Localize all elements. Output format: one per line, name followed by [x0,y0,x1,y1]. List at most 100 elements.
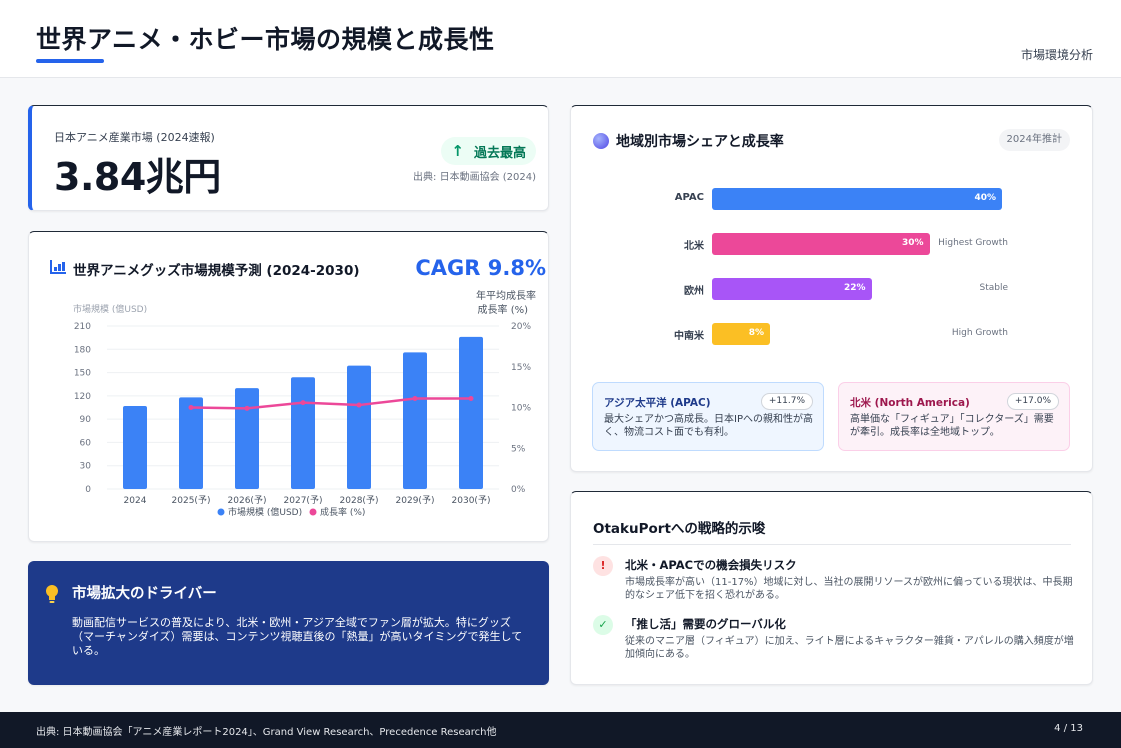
bar [459,336,483,489]
kpi-source: 出典: 日本動画協会 (2024) [413,172,536,183]
north-america-title: 北米 (North America) [850,397,970,409]
globe-icon [593,133,609,149]
y-tick-label-left: 150 [74,369,91,379]
kpi-card: 日本アニメ産業市場 (2024速報) 3.84兆円 ↑ 過去最高 出典: 日本動… [28,105,549,211]
region-bar: 40% [712,188,1002,210]
title-underline [36,59,104,63]
region-note: Highest Growth [938,238,1008,248]
north-america-growth-badge: +17.0% [1006,393,1059,410]
apac-text: 最大シェアかつ高成長。日本IPへの親和性が高く、物流コスト面でも有利。 [604,414,813,438]
x-tick-label: 2029(予) [396,495,435,506]
region-bar: 22% [712,278,872,300]
header: 世界アニメ・ホビー市場の規模と成長性 市場環境分析 [0,0,1121,78]
region-bar: 8% [712,323,770,345]
strategy-card: OtakuPortへの戦略的示唆 ! 北米・APACでの機会損失リスク 市場成長… [570,491,1093,685]
chart-title: 世界アニメグッズ市場規模予測 (2024-2030) [73,263,360,279]
y-tick-label-right: 20% [511,322,531,332]
page-number: 4 / 13 [1054,723,1083,734]
section-tag: 市場環境分析 [1020,48,1093,62]
strategy-heading: 「推し活」需要のグローバル化 [625,617,786,631]
region-row-north-america: 北米 Highest Growth 30% [571,233,1094,255]
y-tick-label-left: 180 [74,345,91,355]
region-row-latin-america: 中南米 High Growth 8% [571,323,1094,345]
bar [347,365,371,489]
footer-source: 出典: 日本動画協会「アニメ産業レポート2024」、Grand View Res… [36,727,497,738]
cagr-value: CAGR 9.8% [415,256,546,280]
x-tick-label: 2027(予) [284,495,323,506]
y-tick-label-left: 30 [80,462,92,472]
region-label: 中南米 [674,331,704,342]
x-tick-label: 2028(予) [340,495,379,506]
bar-chart-icon [50,260,66,274]
drivers-title: 市場拡大のドライバー [72,586,217,602]
region-bar-value: 22% [843,283,866,293]
left-axis-title: 市場規模 (億USD) [73,305,148,315]
check-icon: ✓ [593,615,613,635]
bar [179,397,203,489]
region-label: 欧州 [684,286,704,297]
bar [291,377,315,489]
region-row-apac: APAC 40% [571,188,1094,210]
lightbulb-icon [46,585,58,603]
regional-share-card: 地域別市場シェアと成長率 2024年推計 APAC 40% 北米 Highest… [570,105,1093,472]
region-bar: 30% [712,233,930,255]
legend-line-label: 成長率 (%) [320,506,365,518]
legend-line-swatch [309,508,317,516]
y-tick-label-left: 210 [74,322,91,332]
region-row-europe: 欧州 Stable 22% [571,278,1094,300]
line-point [356,402,362,408]
kpi-value: 3.84兆円 [54,155,221,199]
region-bar-value: 8% [748,328,764,338]
legend-bar-swatch [217,508,225,516]
page-title: 世界アニメ・ホビー市場の規模と成長性 [36,25,495,54]
region-bar-value: 40% [974,193,996,203]
legend-bar-label: 市場規模 (億USD) [228,506,302,518]
x-tick-label: 2030(予) [452,495,491,506]
footer: 出典: 日本動画協会「アニメ産業レポート2024」、Grand View Res… [0,712,1121,748]
apac-card: アジア太平洋 (APAC) +11.7% 最大シェアかつ高成長。日本IPへの親和… [592,382,824,451]
strategy-text: 市場成長率が高い（11-17%）地域に対し、当社の展開リソースが欧州に偏っている… [625,577,1073,601]
strategy-title: OtakuPortへの戦略的示唆 [593,521,766,537]
divider [593,544,1071,545]
bar [235,388,259,489]
y-tick-label-left: 90 [80,415,92,425]
x-tick-label: 2026(予) [228,495,267,506]
warning-icon: ! [593,556,613,576]
region-note: Stable [979,283,1008,293]
y-tick-label-left: 60 [80,438,92,448]
y-tick-label-right: 5% [511,444,526,454]
x-tick-label: 2025(予) [172,495,211,506]
estimate-pill: 2024年推計 [998,129,1070,151]
record-high-badge: ↑ 過去最高 [441,137,536,165]
north-america-text: 高単価な「フィギュア」「コレクターズ」需要が牽引。成長率は全地域トップ。 [850,414,1054,438]
region-title: 地域別市場シェアと成長率 [616,134,784,150]
y-tick-label-right: 0% [511,485,526,495]
x-tick-label: 2024 [124,496,147,506]
market-drivers-card: 市場拡大のドライバー 動画配信サービスの普及により、北米・欧州・アジア全域でファ… [28,561,549,685]
cagr-label: 年平均成長率 [476,291,536,302]
arrow-up-icon: ↑ [451,142,464,160]
line-point [468,396,474,402]
bar [403,352,427,489]
line-point [244,405,250,411]
apac-title: アジア太平洋 (APAC) [604,397,711,409]
record-high-label: 過去最高 [473,145,526,161]
y-tick-label-left: 120 [74,392,91,402]
growth-line [190,397,471,410]
goods-market-chart-card: 世界アニメグッズ市場規模予測 (2024-2030) CAGR 9.8% 年平均… [28,231,549,542]
line-point [412,396,418,402]
y-tick-label-left: 0 [85,485,91,495]
drivers-text: 動画配信サービスの普及により、北米・欧州・アジア全域でファン層が拡大。特にグッズ… [72,616,523,657]
line-point [188,405,194,410]
region-note: High Growth [951,328,1008,338]
north-america-card: 北米 (North America) +17.0% 高単価な「フィギュア」「コレ… [838,382,1070,451]
region-label: 北米 [684,241,704,252]
bar [123,405,147,489]
right-axis-title: 成長率 (%) [477,305,528,316]
strategy-heading: 北米・APACでの機会損失リスク [625,558,797,572]
strategy-text: 従来のマニア層（フィギュア）に加え、ライト層によるキャラクター雑貨・アパレルの購… [625,636,1074,660]
growth-chart: 0 30 60 90 120 150 180 210 0% 5% 10% 15% 20% 2024 2025… [74,322,532,518]
region-label: APAC [674,192,704,203]
apac-growth-badge: +11.7% [760,393,813,410]
region-bar-value: 30% [901,238,924,248]
